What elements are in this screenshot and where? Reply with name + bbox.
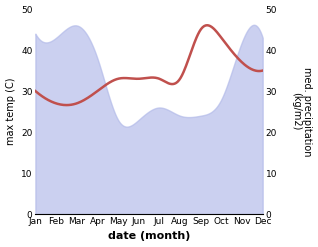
Y-axis label: med. precipitation
(kg/m2): med. precipitation (kg/m2) bbox=[291, 67, 313, 156]
X-axis label: date (month): date (month) bbox=[108, 231, 190, 242]
Y-axis label: max temp (C): max temp (C) bbox=[5, 78, 16, 145]
